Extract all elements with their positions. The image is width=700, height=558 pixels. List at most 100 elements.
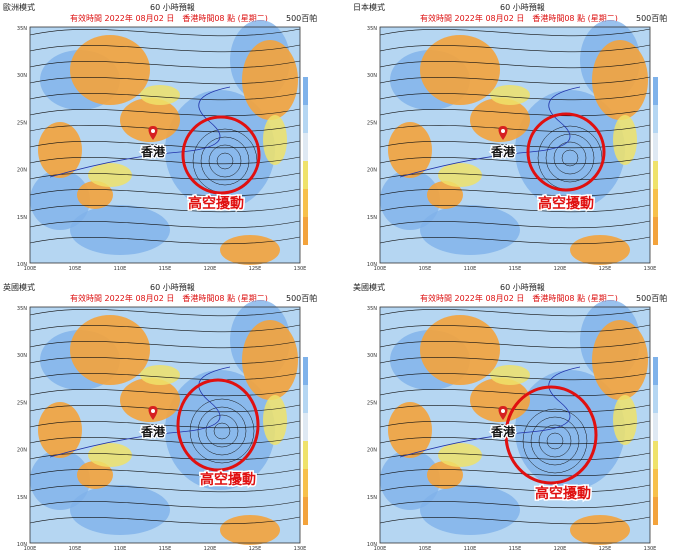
longitude-label: 120E [204,546,217,552]
streamlines [29,308,301,525]
map-panel-gfs: 美國模式 60 小時預報 有效時間 2022年 08月02 日 香港時間08 點… [350,280,692,552]
pressure-level: 500百帕 [286,294,318,303]
hong-kong-label: 香港 [140,144,166,159]
longitude-label: 120E [554,546,567,552]
dry-region [570,235,630,265]
longitude-label: 130E [294,266,307,272]
model-name: 歐洲模式 [3,3,35,12]
latitude-label: 30N [367,73,377,79]
map-area [29,20,301,265]
hong-kong-label: 香港 [490,424,516,439]
dry-region [38,402,82,458]
location-pin-icon [148,406,158,420]
circulation-line [538,424,572,458]
streamline [29,220,301,229]
moist-region [380,450,440,510]
longitude-label: 100E [24,546,37,552]
moist-region [420,205,520,255]
streamline [379,172,651,181]
streamline [29,28,301,37]
latitude-label: 35N [367,26,377,32]
streamline [379,124,651,133]
disturbance-circle [181,115,261,195]
map-frame [379,306,651,544]
streamline [379,92,651,101]
streamline [29,404,301,413]
moist-region [30,170,90,230]
streamline [379,388,651,397]
dry-region [592,320,648,400]
longitude-label: 115E [159,266,172,272]
color-scale-step [653,357,658,385]
streamline [379,156,651,165]
circulation-line [200,136,250,186]
streamline [379,28,651,37]
color-scale-step [303,413,308,441]
color-scale-step [653,133,658,161]
color-scale-step [653,105,658,133]
color-scale-step [303,133,308,161]
streamline [379,324,651,333]
streamline [29,388,301,397]
color-scale-step [303,469,308,497]
semi-dry-region [490,85,530,105]
longitude-label: 100E [374,266,387,272]
semi-dry-region [438,443,482,467]
dry-region [388,402,432,458]
map-panel-ukmo: 英國模式 60 小時預報 有效時間 2022年 08月02 日 香港時間08 點… [0,280,342,552]
dry-region [120,378,180,422]
streamline [29,484,301,493]
streamline [379,308,651,317]
streamlines [29,28,301,245]
latitude-label: 15N [17,495,27,501]
disturbance-label: 高空擾動 [535,485,591,502]
latitude-label: 25N [367,120,377,126]
latitude-label: 30N [367,353,377,359]
longitude-label: 125E [249,546,262,552]
streamline [379,220,651,229]
longitude-label: 120E [554,266,567,272]
streamline [29,44,301,53]
dry-region [388,122,432,178]
circulation-line [522,408,588,474]
color-scale-step [653,497,658,525]
streamline [379,452,651,461]
pressure-level: 500百帕 [636,14,668,23]
pin-dot [151,409,155,413]
streamline [379,140,651,149]
model-name: 日本模式 [353,3,385,12]
circulation-line [208,144,242,178]
circulation-line [561,149,579,167]
color-scale-step [303,385,308,413]
streamline [29,172,301,181]
color-scale-step [653,77,658,105]
streamline [29,140,301,149]
location-pin-icon [498,406,508,420]
moist-region [70,205,170,255]
color-scale-step [653,189,658,217]
streamline [29,436,301,445]
dry-region [427,181,463,209]
streamline [379,500,651,509]
longitude-label: 125E [599,546,612,552]
dry-region [470,378,530,422]
streamline [379,188,651,197]
semi-dry-region [490,365,530,385]
longitude-label: 130E [644,546,657,552]
dry-region [120,98,180,142]
color-scale-step [303,189,308,217]
color-scale-step [303,497,308,525]
dry-region [70,315,150,385]
streamline [29,204,301,213]
longitude-label: 100E [374,546,387,552]
moist-region [380,170,440,230]
streamline [29,500,301,509]
semi-dry-region [438,163,482,187]
latitude-label: 25N [17,120,27,126]
longitude-label: 115E [509,546,522,552]
latitude-label: 30N [17,353,27,359]
streamline [379,356,651,365]
longitude-label: 115E [509,266,522,272]
